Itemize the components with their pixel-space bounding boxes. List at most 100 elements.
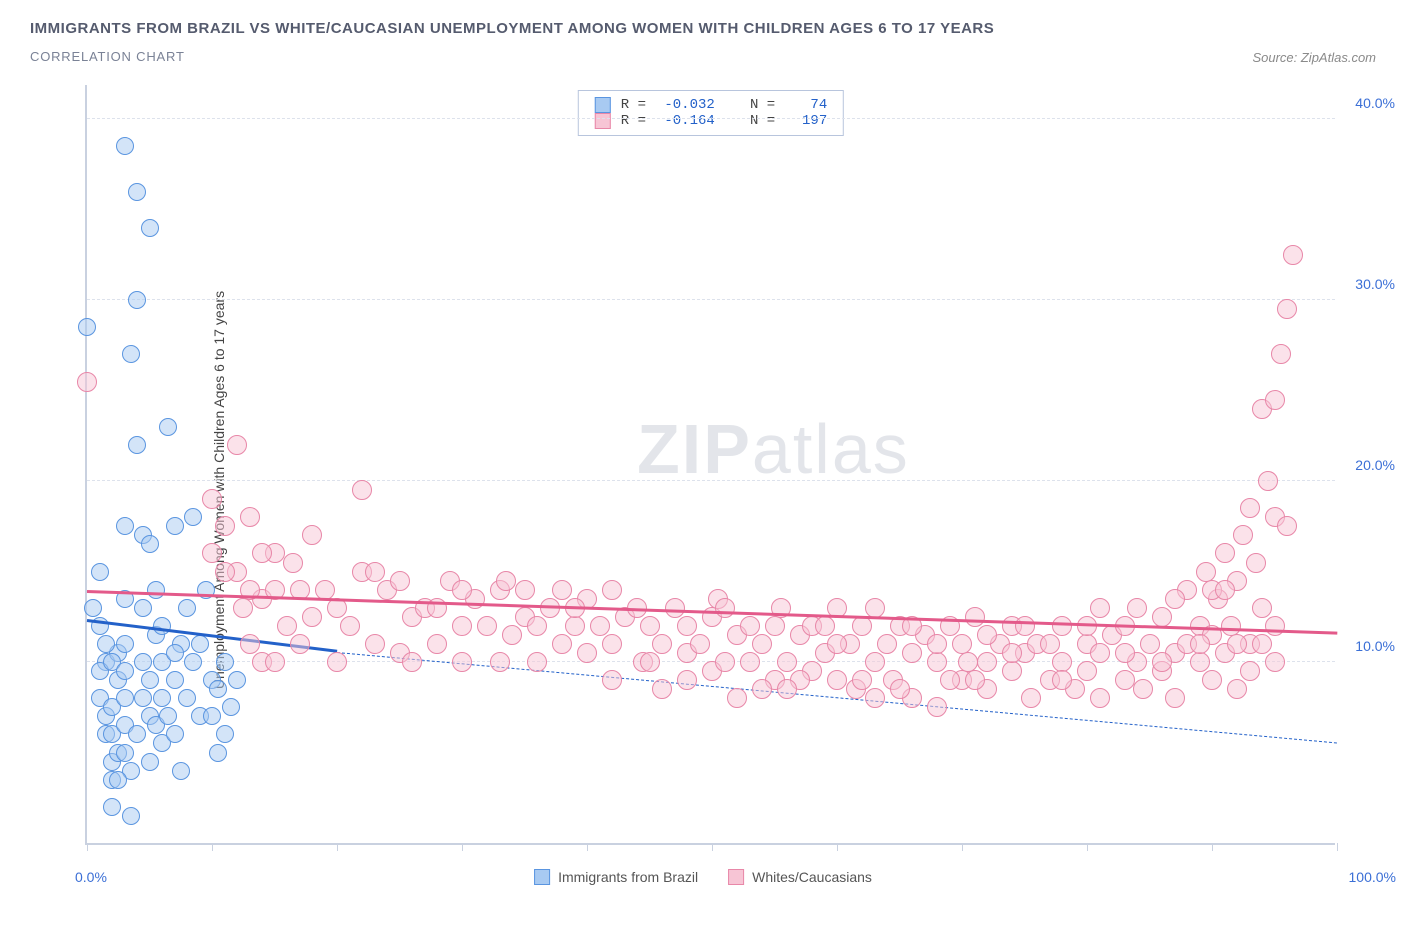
title-block: IMMIGRANTS FROM BRAZIL VS WHITE/CAUCASIA… [30,20,994,64]
x-tick [212,843,213,851]
data-point [965,607,985,627]
data-point [815,616,835,636]
data-point [1252,598,1272,618]
data-point [240,634,260,654]
data-point [1215,543,1235,563]
y-tick-label: 30.0% [1355,276,1395,292]
data-point [166,725,184,743]
data-point [116,635,134,653]
data-point [965,670,985,690]
correlation-row: R = -0.164 N = 197 [595,113,827,129]
data-point [134,599,152,617]
data-point [141,219,159,237]
grid-line [87,118,1335,119]
data-point [577,643,597,663]
data-point [1052,616,1072,636]
subtitle: CORRELATION CHART [30,49,994,64]
data-point [1002,661,1022,681]
chart: Unemployment Among Women with Children A… [30,85,1376,895]
data-point [1115,670,1135,690]
legend-item: Immigrants from Brazil [534,869,698,885]
legend-item: Whites/Caucasians [728,869,872,885]
data-point [178,599,196,617]
data-point [97,635,115,653]
data-point [1233,525,1253,545]
data-point [109,771,127,789]
data-point [552,580,572,600]
data-point [1221,616,1241,636]
data-point [1215,580,1235,600]
series-legend: Immigrants from Brazil Whites/Caucasians [534,869,872,885]
data-point [527,652,547,672]
r-label: R = [621,97,655,113]
data-point [902,643,922,663]
data-point [1252,634,1272,654]
data-point [952,634,972,654]
swatch-icon [595,113,611,129]
data-point [452,580,472,600]
data-point [141,671,159,689]
data-point [1271,344,1291,364]
data-point [865,598,885,618]
data-point [940,670,960,690]
swatch-icon [728,869,744,885]
correlation-row: R = -0.032 N = 74 [595,97,827,113]
x-tick [712,843,713,851]
data-point [153,617,171,635]
data-point [402,652,422,672]
data-point [365,634,385,654]
data-point [153,689,171,707]
data-point [1052,670,1072,690]
data-point [765,616,785,636]
x-tick [337,843,338,851]
data-point [740,616,760,636]
x-tick [837,843,838,851]
grid-line [87,299,1335,300]
data-point [777,679,797,699]
data-point [252,543,272,563]
data-point [1265,390,1285,410]
data-point [958,652,978,672]
data-point [209,744,227,762]
data-point [166,517,184,535]
data-point [1165,589,1185,609]
data-point [216,725,234,743]
n-label: N = [725,113,784,129]
data-point [1277,299,1297,319]
data-point [715,598,735,618]
data-point [427,634,447,654]
data-point [159,418,177,436]
data-point [1090,688,1110,708]
data-point [122,807,140,825]
plot-area: ZIPatlas R = -0.032 N = 74R = -0.164 N =… [85,85,1335,845]
data-point [178,689,196,707]
data-point [103,798,121,816]
data-point [134,653,152,671]
x-tick [1087,843,1088,851]
data-point [740,652,760,672]
data-point [116,689,134,707]
data-point [496,571,516,591]
data-point [216,653,234,671]
x-tick [462,843,463,851]
data-point [128,183,146,201]
data-point [865,652,885,672]
data-point [652,634,672,654]
data-point [222,698,240,716]
data-point [527,616,547,636]
data-point [1265,616,1285,636]
data-point [1115,643,1135,663]
data-point [602,580,622,600]
data-point [1258,471,1278,491]
data-point [715,652,735,672]
data-point [1283,245,1303,265]
data-point [202,543,222,563]
data-point [1040,634,1060,654]
x-tick [87,843,88,851]
data-point [215,516,235,536]
x-tick [1212,843,1213,851]
data-point [265,652,285,672]
data-point [565,616,585,636]
data-point [228,671,246,689]
data-point [1240,661,1260,681]
